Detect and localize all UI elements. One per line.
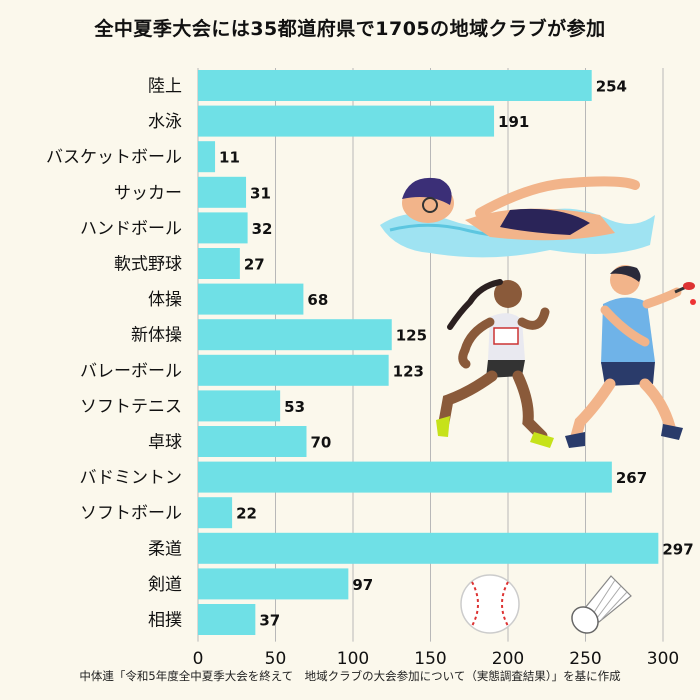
x-tick-label: 300 — [647, 649, 679, 669]
bar — [198, 426, 307, 457]
bar — [198, 354, 389, 386]
chart-title: 全中夏季大会には35都道府県で1705の地域クラブが参加 — [94, 18, 606, 40]
category-label: 卓球 — [148, 433, 182, 453]
data-label: 22 — [236, 505, 257, 523]
category-label: 新体操 — [131, 326, 182, 346]
bar — [198, 568, 349, 600]
category-label: ソフトボール — [80, 504, 182, 524]
data-label: 97 — [352, 576, 373, 594]
bar — [198, 390, 281, 422]
bar — [198, 461, 612, 493]
category-label: 陸上 — [148, 77, 182, 97]
baseball-icon — [460, 574, 520, 634]
x-tick-label: 200 — [492, 649, 524, 669]
data-label: 123 — [393, 362, 424, 380]
category-label: バドミントン — [79, 468, 182, 488]
data-label: 70 — [311, 434, 332, 452]
data-label: 27 — [244, 256, 265, 274]
x-tick-label: 0 — [193, 649, 204, 669]
source-note: 中体連「令和5年度全中夏季大会を終えて 地域クラブの大会参加について（実態調査結… — [79, 669, 621, 683]
data-label: 11 — [219, 149, 240, 167]
bar — [198, 176, 247, 208]
data-label: 32 — [252, 220, 273, 238]
bar — [198, 141, 216, 173]
bar — [198, 105, 495, 137]
bar — [198, 70, 592, 101]
data-label: 125 — [396, 327, 427, 345]
bar — [198, 283, 304, 315]
x-tick-label: 250 — [569, 649, 601, 669]
data-label: 267 — [616, 469, 647, 487]
bar — [198, 319, 392, 351]
swimmer-illustration — [380, 176, 655, 258]
data-label: 191 — [498, 113, 529, 131]
category-label: サッカー — [114, 183, 182, 203]
bar — [198, 604, 256, 635]
data-label: 31 — [250, 184, 271, 202]
x-tick-label: 100 — [337, 649, 369, 669]
bar — [198, 532, 659, 564]
table-tennis-player-illustration — [565, 265, 696, 448]
category-label: ハンドボール — [80, 219, 182, 239]
category-label: 剣道 — [148, 575, 182, 595]
category-label: バスケットボール — [46, 148, 182, 168]
category-label: 水泳 — [148, 112, 182, 132]
bar — [198, 212, 248, 244]
data-label: 254 — [596, 78, 627, 96]
category-label: 軟式野球 — [114, 255, 182, 275]
category-label: 相撲 — [148, 611, 182, 631]
data-label: 297 — [662, 540, 693, 558]
x-tick-label: 150 — [414, 649, 446, 669]
data-label: 68 — [307, 291, 328, 309]
category-label: ソフトテニス — [80, 397, 182, 417]
data-label: 53 — [284, 398, 305, 416]
category-label: バレーボール — [80, 361, 182, 381]
bar — [198, 248, 240, 279]
shuttlecock-icon — [571, 575, 632, 634]
bar — [198, 497, 233, 529]
runner-illustration — [436, 279, 554, 448]
x-tick-label: 50 — [265, 649, 287, 669]
category-label: 柔道 — [148, 539, 182, 559]
category-label: 体操 — [148, 290, 182, 310]
data-label: 37 — [259, 612, 280, 630]
